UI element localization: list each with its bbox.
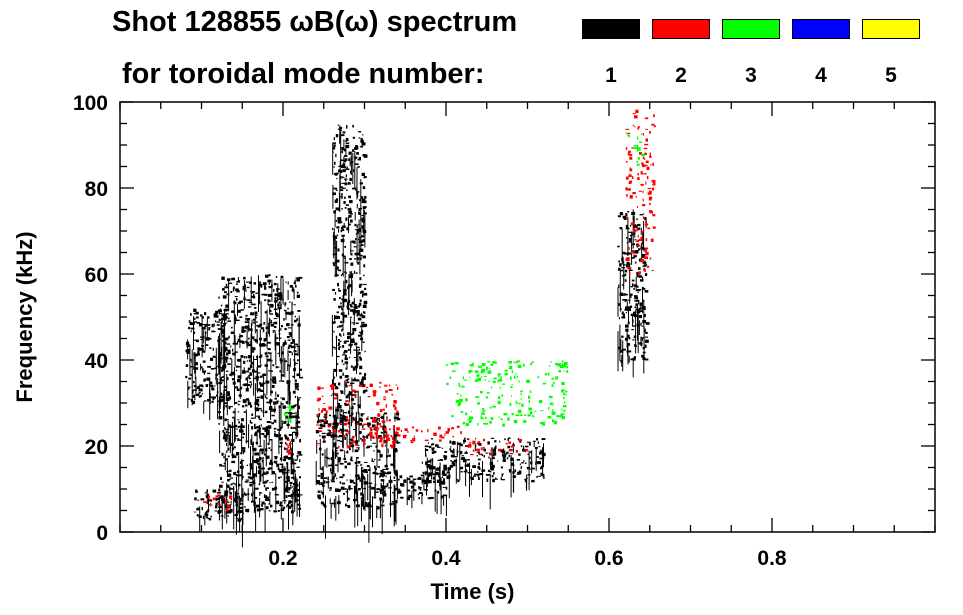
mode-3-region — [625, 132, 645, 166]
x-tick-label: 0.8 — [757, 547, 787, 570]
mode-1-region — [617, 209, 650, 378]
mode-1-region — [315, 411, 401, 543]
y-tick-label: 20 — [85, 436, 108, 459]
legend-swatch-3 — [722, 19, 780, 39]
chart-title-line-2: for toroidal mode number: — [122, 58, 485, 90]
legend-label-1: 1 — [605, 64, 617, 87]
y-tick-label: 100 — [73, 92, 108, 115]
legend-swatch-1 — [582, 19, 640, 39]
mode-1-region — [421, 437, 546, 515]
mode-3-region — [283, 404, 293, 424]
legend-swatch-5 — [862, 19, 920, 39]
chart-title-line-1: Shot 128855 ωB(ω) spectrum — [112, 6, 518, 38]
mode-1-region — [217, 274, 304, 533]
y-tick-label: 40 — [85, 350, 108, 373]
x-tick-label: 0.4 — [431, 547, 461, 570]
y-tick-label: 60 — [85, 264, 108, 287]
mode-1-region — [185, 308, 229, 421]
y-tick-label: 80 — [85, 178, 108, 201]
x-axis-title: Time (s) — [431, 579, 515, 604]
mode-2-region — [465, 437, 530, 456]
y-tick-label: 0 — [96, 522, 108, 545]
mode-2-region — [203, 494, 233, 512]
mode-2-region — [285, 439, 292, 455]
mode-3-region — [446, 360, 569, 427]
mode-1-region — [284, 480, 298, 504]
legend-label-5: 5 — [885, 64, 897, 87]
legend-swatch-4 — [792, 19, 850, 39]
x-tick-label: 0.2 — [268, 547, 297, 570]
mode-2-region — [316, 381, 401, 449]
mode-2-series — [203, 109, 656, 512]
mode-1-region — [331, 124, 368, 449]
axis-ticks — [119, 101, 936, 533]
legend-label-3: 3 — [745, 64, 757, 87]
mode-1-region — [397, 472, 448, 516]
spectrum-data — [185, 109, 656, 548]
mode-1-series — [185, 124, 650, 548]
legend-swatch-2 — [652, 19, 710, 39]
legend-label-4: 4 — [815, 64, 827, 87]
mode-2-region — [625, 109, 656, 276]
mode-2-region — [369, 425, 462, 444]
x-tick-label: 0.6 — [594, 547, 623, 570]
legend-label-2: 2 — [675, 64, 687, 87]
mode-3-series — [283, 132, 645, 427]
y-axis-title: Frequency (kHz) — [12, 231, 37, 402]
